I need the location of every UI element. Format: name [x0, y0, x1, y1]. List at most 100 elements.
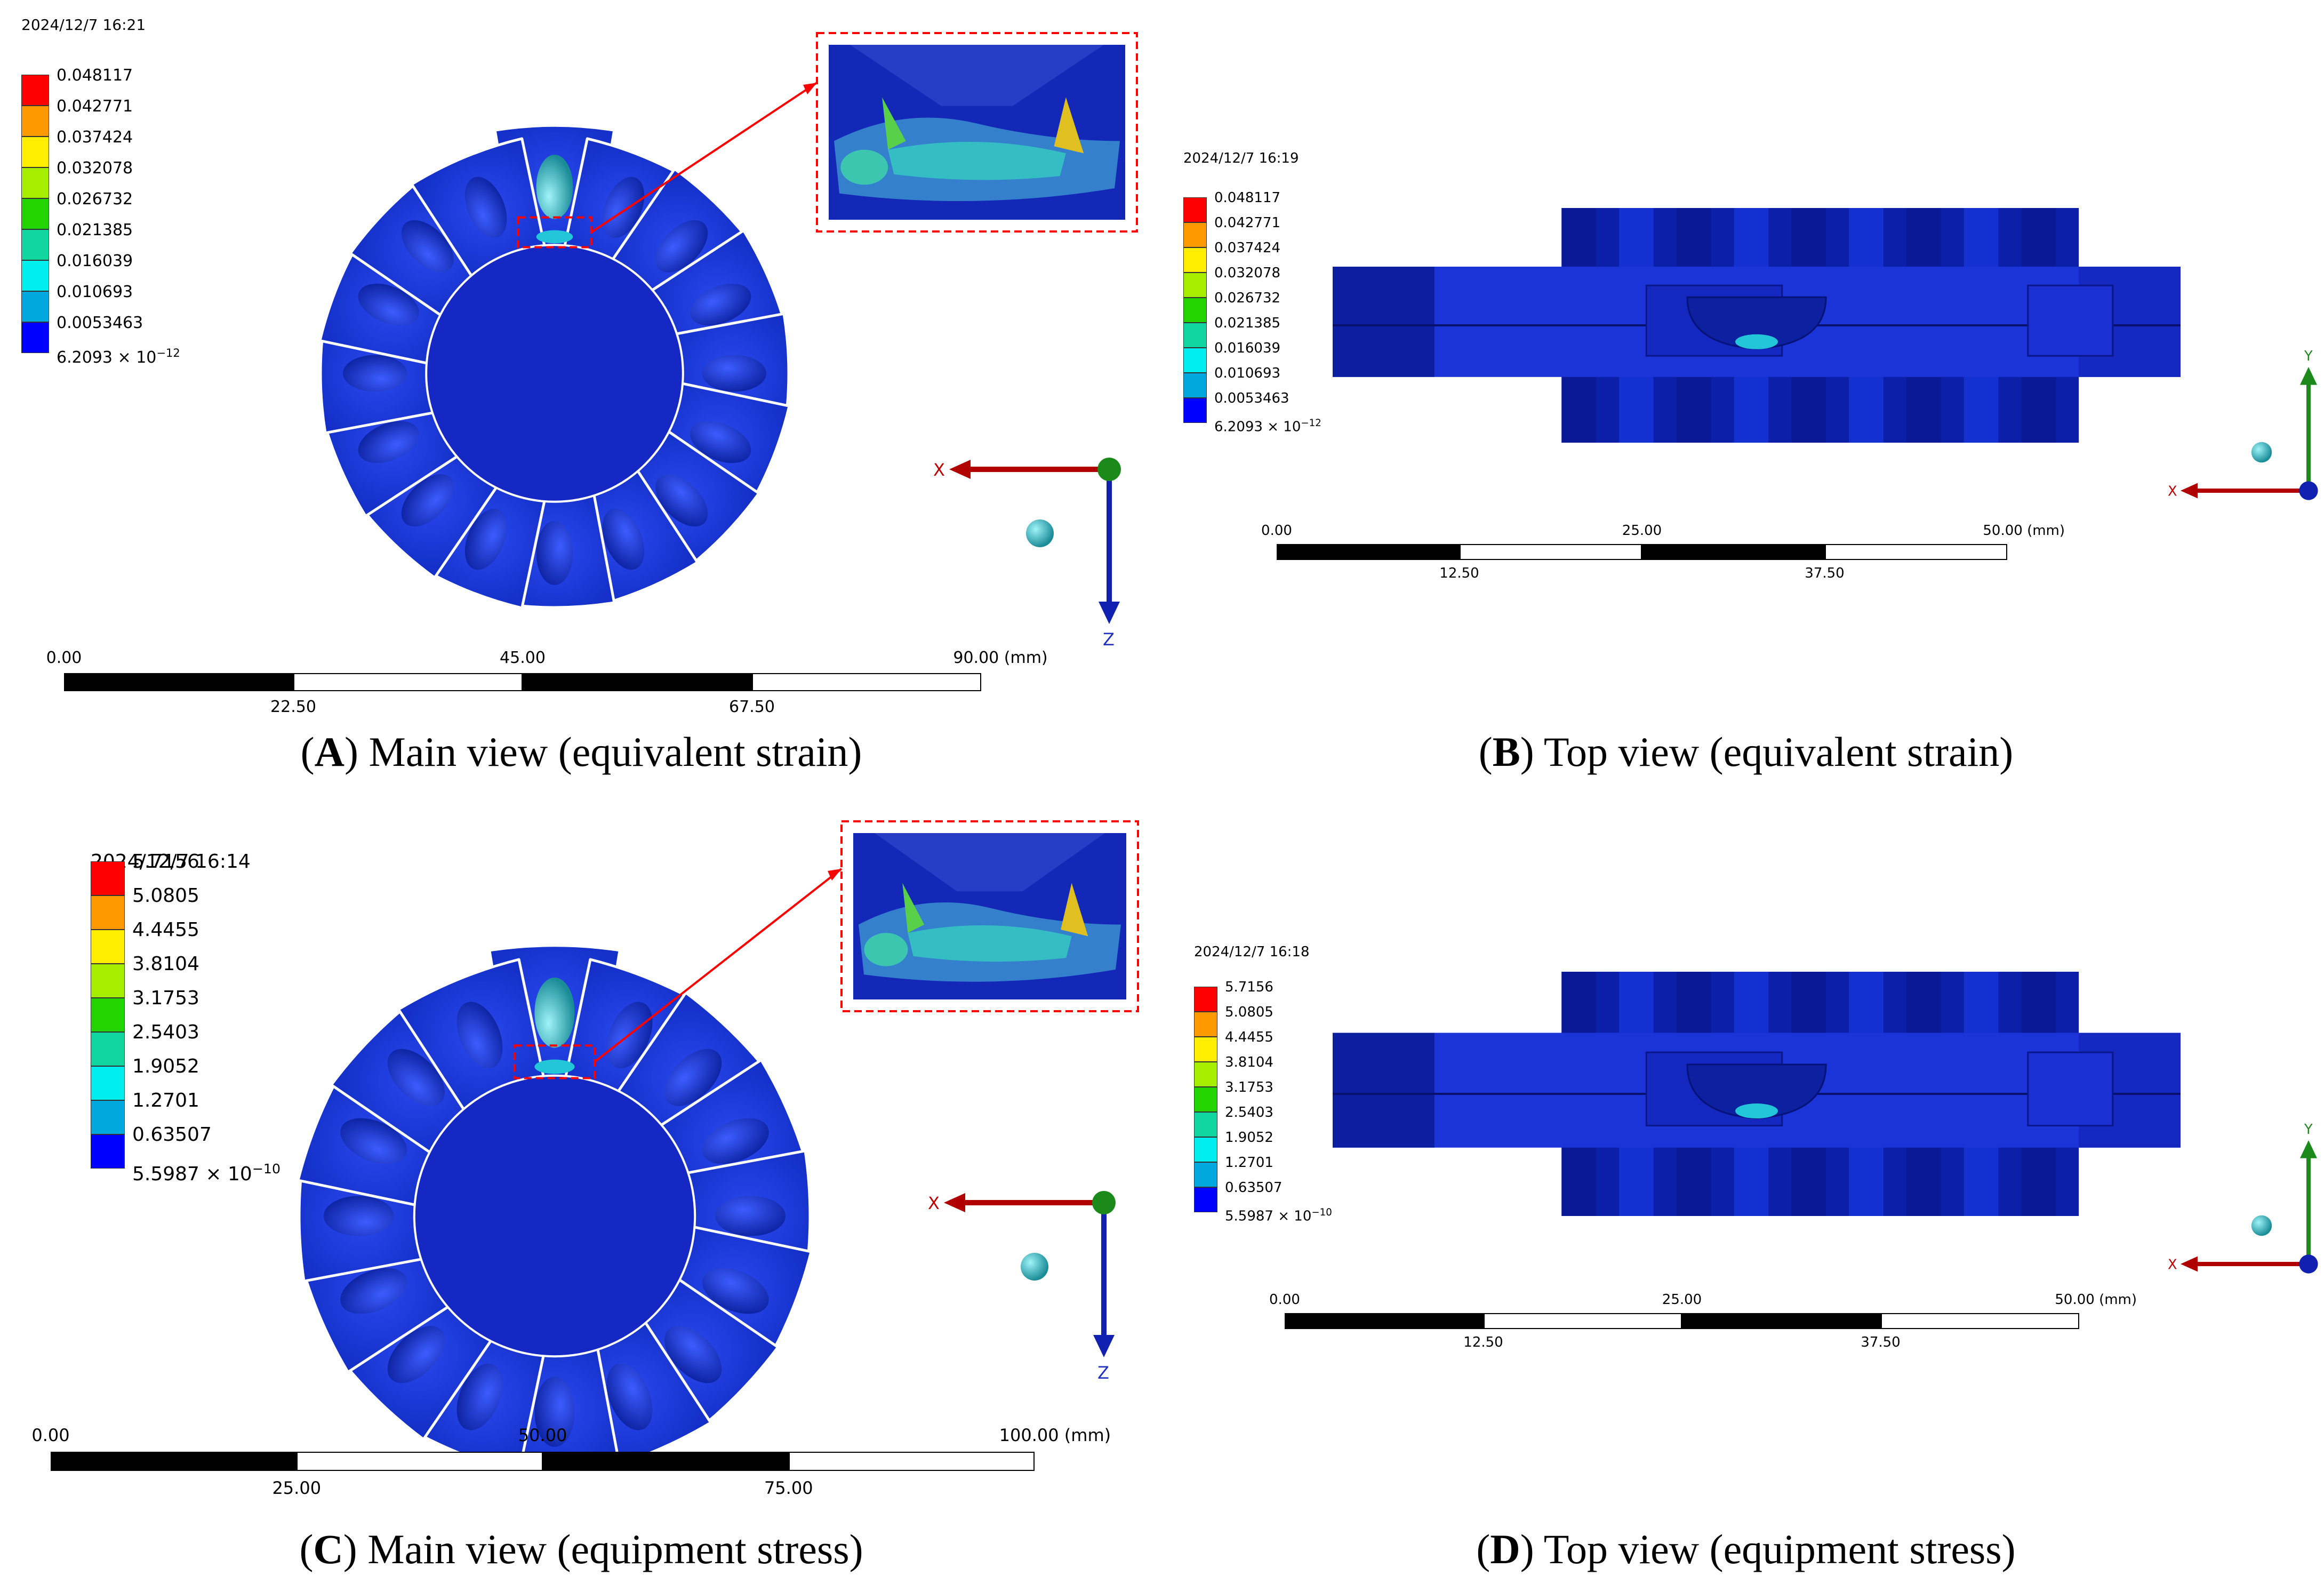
zoom-inset-frame: [840, 820, 1139, 1012]
legend-swatch: [21, 260, 49, 291]
legend-swatch: [21, 229, 49, 260]
legend-label: 0.021385: [57, 220, 133, 239]
legend-min-exponent: −10: [1311, 1206, 1332, 1218]
legend-swatch: [91, 1100, 125, 1134]
caption-letter: C: [313, 1526, 343, 1572]
legend-label: 0.048117: [57, 66, 133, 85]
scale-label-bottom: 37.50: [1805, 565, 1845, 582]
scale-bar-segment: [1483, 1313, 1682, 1329]
scale-bar-segment: [788, 1452, 1035, 1471]
axis-triad: [2181, 1140, 2318, 1274]
scale-label-bottom: 25.00: [272, 1477, 322, 1498]
legend-label: 0.032078: [1214, 265, 1281, 281]
scale-label-bottom: 22.50: [270, 698, 316, 716]
roller-segment: [563, 137, 699, 279]
legend-min-times: × 10: [112, 348, 157, 367]
legend-min-mantissa: 6.2093: [1214, 419, 1263, 435]
roller-segment: [349, 167, 500, 318]
legend-swatch: [91, 1066, 125, 1100]
timestamp: 2024/12/7 16:19: [1183, 150, 1299, 166]
central-disc: [413, 1074, 696, 1358]
legend-label: 0.037424: [57, 127, 133, 147]
panel-caption: (A) Main view (equivalent strain): [301, 728, 862, 776]
legend-label: 0.042771: [57, 97, 133, 116]
callout-arrow: [590, 82, 818, 234]
scale-bar-segment: [51, 1452, 297, 1471]
legend-swatch: [1183, 398, 1207, 423]
scale-label-top: 50.00: [518, 1425, 567, 1446]
central-disc: [425, 244, 684, 503]
legend-label: 1.9052: [1225, 1129, 1273, 1146]
roller-segment: [610, 428, 760, 579]
panel-a: X Z 2024/12/7 16:21 0.048117 0.042771 0.03742…: [0, 0, 1162, 792]
caption-paren: (: [1478, 729, 1493, 775]
legend-label: 0.016039: [1214, 340, 1281, 356]
legend-label: 3.8104: [1225, 1054, 1273, 1070]
panel-caption: (D) Top view (equipment stress): [1476, 1525, 2015, 1573]
highlight-box: [517, 216, 592, 249]
legend-label: 2.5403: [132, 1021, 199, 1044]
panel-d: X Y 2024/12/7 16:18 5.7156 5.0805 4.4455 3.810…: [1162, 792, 2324, 1584]
fem-main-view: XZ: [318, 32, 1138, 650]
timestamp: 2024/12/7 16:21: [21, 16, 146, 34]
legend-label: 0.037424: [1214, 239, 1281, 256]
legend-swatch: [1183, 298, 1207, 323]
scale-bar-segment: [293, 673, 523, 691]
legend-label: 0.010693: [1214, 365, 1281, 381]
axis-x-label: X: [933, 460, 945, 480]
caption-paren: (: [300, 729, 315, 775]
scale-bar-segment: [296, 1452, 543, 1471]
legend-label: 0.0053463: [57, 313, 143, 332]
legend-min-label: 5.5987 × 10−10: [132, 1161, 281, 1185]
legend-swatch: [1183, 348, 1207, 373]
roller-segment: [410, 137, 547, 279]
legend-min-exponent: −10: [252, 1161, 281, 1177]
legend-swatch: [91, 964, 125, 998]
scale-bar-segment: [1824, 544, 2007, 560]
legend-swatch: [1194, 987, 1217, 1012]
legend-label: 1.2701: [132, 1090, 199, 1112]
scale-bar-segment: [752, 673, 981, 691]
scale-label-top: 50.00 (mm): [2055, 1291, 2137, 1308]
caption-letter: A: [314, 729, 344, 775]
legend-swatch: [91, 930, 125, 964]
caption-paren: (: [299, 1526, 314, 1572]
axis-vertical-label: Z: [1103, 629, 1115, 650]
scale-bar-segment: [523, 673, 752, 691]
scale-label-top: 50.00 (mm): [1983, 522, 2065, 539]
scale-label-top: 25.00: [1622, 522, 1662, 539]
legend-label: 0.010693: [57, 282, 133, 301]
axis-vertical-label: Y: [2304, 348, 2313, 364]
scale-bar: 0.00 25.00 50.00 (mm) 12.50 37.50: [1261, 523, 2065, 582]
legend-label: 0.021385: [1214, 315, 1281, 331]
legend-label: 0.0053463: [1214, 390, 1289, 406]
panel-caption: (B) Top view (equivalent strain): [1479, 728, 2014, 776]
scale-bar-segment: [1880, 1313, 2079, 1329]
legend-swatch: [91, 998, 125, 1032]
axis-triad: [2181, 367, 2318, 500]
legend-label: 5.7156: [1225, 979, 1273, 995]
roller-segment: [349, 428, 500, 579]
legend-swatch: [21, 322, 49, 353]
caption-paren: (: [1476, 1526, 1490, 1572]
axis-triad: [944, 1191, 1116, 1357]
scale-label-top: 25.00: [1662, 1291, 1702, 1308]
legend-min-times: × 10: [199, 1163, 252, 1185]
legend-swatch: [1183, 247, 1207, 273]
legend-min-exponent: −12: [1301, 417, 1321, 429]
axis-vertical-label: Y: [2304, 1122, 2313, 1138]
fem-top-view: XY: [1333, 972, 2318, 1274]
legend-label: 0.63507: [1225, 1179, 1283, 1196]
roller-segment: [648, 381, 791, 518]
legend-min-label: 5.5987 × 10−10: [1225, 1207, 1332, 1225]
scale-label-bottom: 75.00: [764, 1477, 813, 1498]
timestamp: 2024/12/7 16:18: [1194, 944, 1310, 960]
legend-swatch: [1194, 1112, 1217, 1137]
scale-bar-segment: [1277, 544, 1460, 560]
legend-label: 0.016039: [57, 251, 133, 270]
legend-swatch: [1194, 1187, 1217, 1212]
legend-swatch: [21, 75, 49, 106]
legend-min-mantissa: 5.5987: [1225, 1208, 1273, 1225]
scale-label-bottom: 12.50: [1439, 565, 1479, 582]
legend-swatch: [91, 1134, 125, 1169]
